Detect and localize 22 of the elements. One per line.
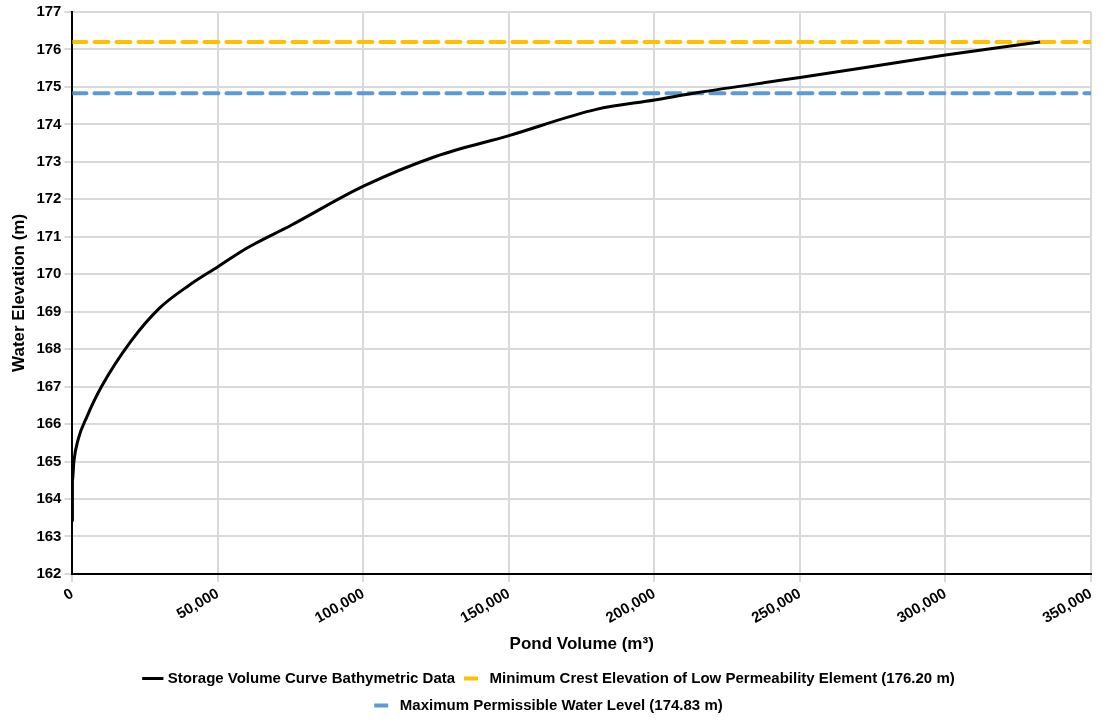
y-tick-label: 165 — [36, 451, 62, 469]
y-tick-label: 163 — [36, 526, 62, 544]
legend-label: Maximum Permissible Water Level (174.83 m) — [399, 695, 723, 713]
y-tick-label: 167 — [36, 376, 62, 394]
y-axis-title: Water Elevation (m) — [8, 213, 28, 372]
y-tick-label: 170 — [36, 264, 62, 282]
legend-label: Storage Volume Curve Bathymetric Data — [167, 668, 456, 686]
y-tick-label: 168 — [36, 339, 62, 357]
y-tick-label: 175 — [36, 77, 62, 95]
y-tick-label: 166 — [36, 414, 62, 432]
legend-label: Minimum Crest Elevation of Low Permeability Element (176.20 m) — [489, 668, 955, 686]
y-tick-label: 176 — [36, 39, 62, 57]
x-axis-title: Pond Volume (m³) — [509, 634, 654, 654]
y-tick-label: 164 — [36, 489, 63, 507]
y-tick-label: 169 — [36, 301, 62, 319]
y-tick-label: 174 — [36, 114, 63, 132]
y-tick-label: 162 — [36, 564, 62, 582]
y-tick-label: 171 — [36, 226, 62, 244]
y-tick-label: 173 — [36, 151, 62, 169]
x-tick-label: 0 — [60, 584, 76, 604]
y-tick-label: 172 — [36, 189, 62, 207]
y-tick-label: 177 — [36, 2, 62, 20]
